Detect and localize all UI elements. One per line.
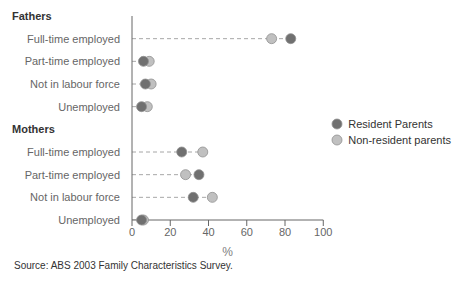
svg-text:100: 100 xyxy=(314,226,332,238)
html-text:Resident Parents: Resident Parents xyxy=(348,118,433,130)
svg-text:0: 0 xyxy=(129,226,135,238)
svg-text:Part-time employed: Part-time employed xyxy=(25,55,120,67)
svg-text:Mothers: Mothers xyxy=(12,123,55,135)
svg-text:Not in labour force: Not in labour force xyxy=(30,78,120,90)
svg-text:40: 40 xyxy=(202,226,214,238)
svg-text:%: % xyxy=(222,245,233,259)
svg-text:Unemployed: Unemployed xyxy=(58,101,120,113)
html-text:Non-resident parents: Non-resident parents xyxy=(348,134,451,146)
svg-text:Unemployed: Unemployed xyxy=(58,214,120,226)
svg-text:Full-time employed: Full-time employed xyxy=(27,33,120,45)
html-text:Source: ABS 2003 Family Charac: Source: ABS 2003 Family Characteristics … xyxy=(14,260,233,271)
svg-text:Part-time employed: Part-time employed xyxy=(25,169,120,181)
svg-text:Not in labour force: Not in labour force xyxy=(30,191,120,203)
svg-text:80: 80 xyxy=(279,226,291,238)
svg-text:Fathers: Fathers xyxy=(12,10,52,22)
svg-text:60: 60 xyxy=(241,226,253,238)
svg-text:Full-time employed: Full-time employed xyxy=(27,146,120,158)
svg-text:20: 20 xyxy=(164,226,176,238)
